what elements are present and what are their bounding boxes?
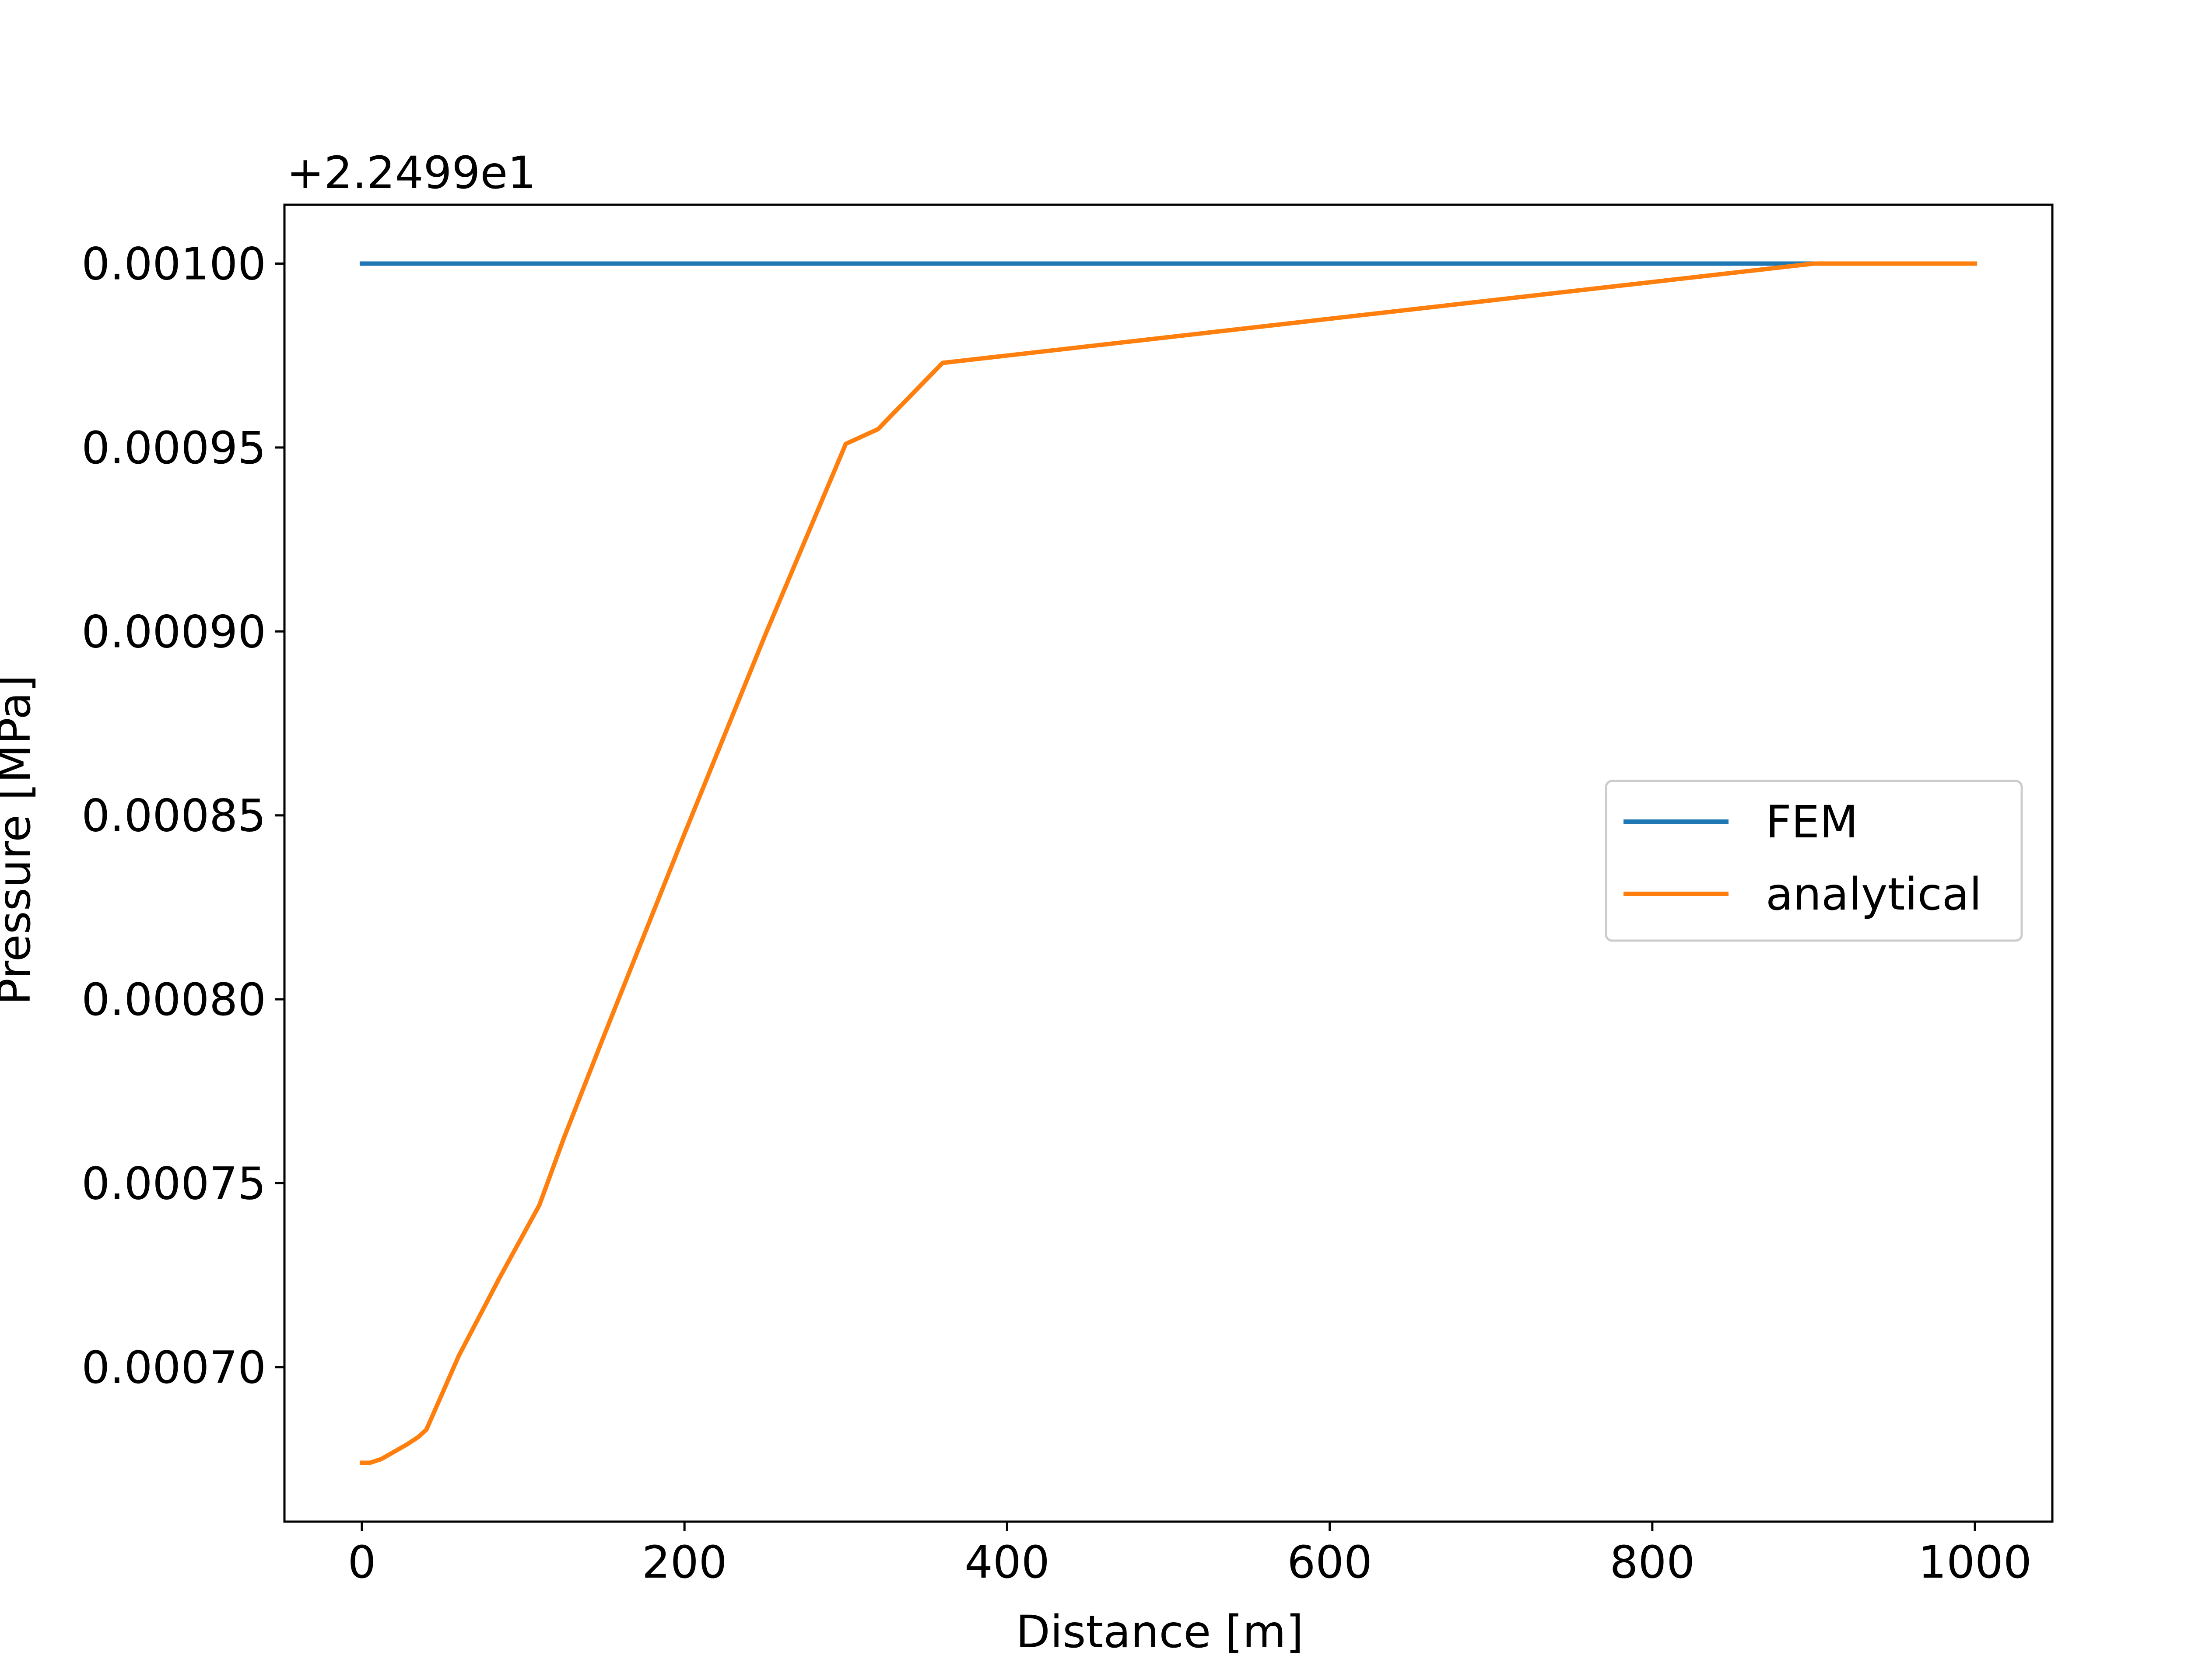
y-tick-label: 0.00075: [81, 1158, 266, 1210]
legend: FEM analytical: [1605, 780, 2023, 942]
x-axis-label: Distance [m]: [1016, 1606, 1303, 1658]
legend-label-fem: FEM: [1766, 796, 1858, 848]
y-tick-label: 0.00100: [81, 238, 266, 290]
x-axis: 0 200 400 600 800 1000: [347, 1522, 2032, 1589]
y-tick-label: 0.00085: [81, 790, 266, 842]
y-tick-label: 0.00095: [81, 422, 266, 474]
x-tick-label: 200: [642, 1536, 727, 1589]
x-tick-label: 400: [964, 1536, 1050, 1589]
series-layer: [359, 261, 1978, 1465]
x-tick-label: 800: [1609, 1536, 1695, 1589]
y-tick-label: 0.00080: [81, 974, 266, 1026]
y-axis-label: Pressure [MPa]: [0, 675, 41, 1005]
x-tick-label: 0: [347, 1536, 376, 1589]
x-tick-label: 1000: [1918, 1536, 2032, 1589]
x-tick-label: 600: [1287, 1536, 1372, 1589]
y-tick-label: 0.00090: [81, 606, 266, 658]
legend-label-analytical: analytical: [1766, 868, 1982, 920]
y-axis: 0.00070 0.00075 0.00080 0.00085 0.00090 0.000…: [81, 238, 284, 1394]
y-axis-offset-label: +2.2499e1: [287, 147, 536, 199]
plot-area-frame: [283, 203, 2054, 1523]
series-line-analytical: [359, 261, 1978, 1465]
y-tick-label: 0.00070: [81, 1342, 266, 1394]
